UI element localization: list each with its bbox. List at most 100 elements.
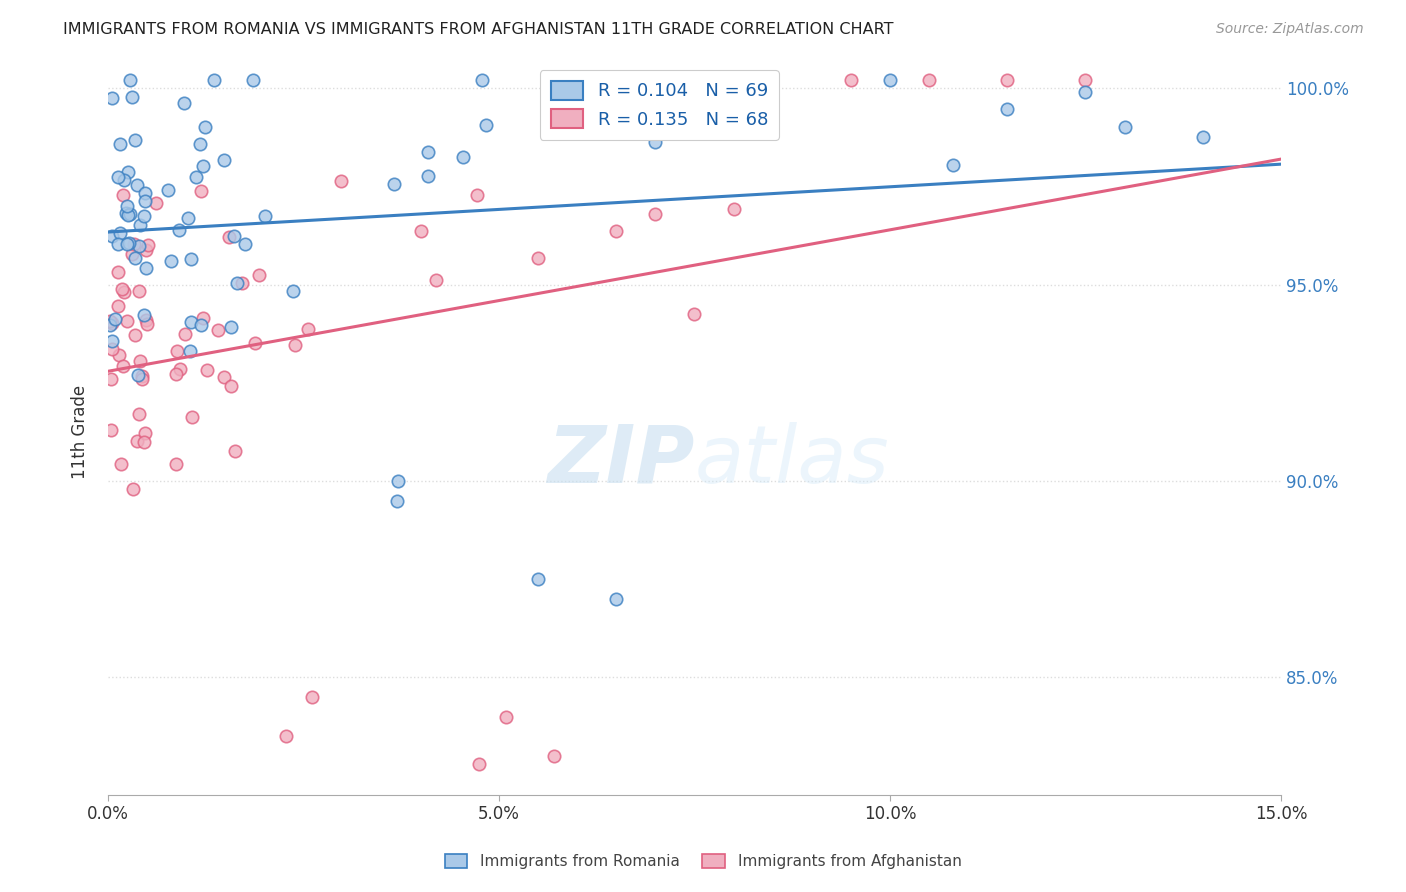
- Point: [468, 756, 491, 771]
- Point: [118, 207, 141, 221]
- Point: [122, 482, 145, 496]
- Point: [157, 183, 180, 197]
- Point: [127, 368, 149, 382]
- Point: [132, 308, 155, 322]
- Text: IMMIGRANTS FROM ROMANIA VS IMMIGRANTS FROM AFGHANISTAN 11TH GRADE CORRELATION CH: IMMIGRANTS FROM ROMANIA VS IMMIGRANTS FR…: [63, 22, 894, 37]
- Point: [644, 207, 666, 221]
- Point: [100, 317, 122, 331]
- Point: [134, 186, 156, 200]
- Point: [243, 335, 266, 350]
- Point: [165, 368, 187, 382]
- Point: [605, 591, 627, 606]
- Point: [128, 239, 150, 253]
- Point: [235, 236, 257, 251]
- Point: [1191, 130, 1213, 145]
- Point: [112, 172, 135, 186]
- Point: [125, 434, 148, 448]
- Point: [103, 312, 125, 326]
- Point: [134, 194, 156, 209]
- Point: [107, 299, 129, 313]
- Point: [218, 230, 240, 244]
- Point: [221, 319, 243, 334]
- Point: [191, 159, 214, 173]
- Point: [495, 709, 517, 723]
- Point: [112, 285, 135, 299]
- Point: [111, 359, 134, 373]
- Y-axis label: 11th Grade: 11th Grade: [72, 384, 89, 479]
- Point: [135, 260, 157, 275]
- Point: [219, 379, 242, 393]
- Point: [284, 338, 307, 352]
- Point: [839, 73, 862, 87]
- Point: [111, 188, 134, 202]
- Point: [107, 170, 129, 185]
- Point: [274, 729, 297, 743]
- Point: [188, 137, 211, 152]
- Point: [194, 120, 217, 135]
- Point: [387, 474, 409, 488]
- Legend: Immigrants from Romania, Immigrants from Afghanistan: Immigrants from Romania, Immigrants from…: [439, 848, 967, 875]
- Point: [122, 236, 145, 251]
- Point: [475, 118, 498, 132]
- Point: [195, 363, 218, 377]
- Point: [184, 170, 207, 185]
- Point: [242, 73, 264, 87]
- Point: [226, 277, 249, 291]
- Point: [160, 253, 183, 268]
- Point: [120, 73, 142, 87]
- Point: [1074, 85, 1097, 99]
- Point: [124, 132, 146, 146]
- Point: [941, 158, 963, 172]
- Point: [110, 282, 132, 296]
- Point: [115, 205, 138, 219]
- Point: [134, 426, 156, 441]
- Point: [180, 409, 202, 424]
- Point: [212, 370, 235, 384]
- Legend: R = 0.104   N = 69, R = 0.135   N = 68: R = 0.104 N = 69, R = 0.135 N = 68: [540, 70, 779, 140]
- Point: [108, 348, 131, 362]
- Point: [207, 323, 229, 337]
- Point: [297, 322, 319, 336]
- Point: [190, 318, 212, 332]
- Point: [605, 224, 627, 238]
- Point: [136, 317, 159, 331]
- Point: [115, 313, 138, 327]
- Point: [425, 273, 447, 287]
- Point: [110, 226, 132, 240]
- Point: [247, 268, 270, 283]
- Point: [169, 223, 191, 237]
- Point: [100, 372, 122, 386]
- Point: [101, 342, 124, 356]
- Point: [125, 178, 148, 192]
- Point: [451, 150, 474, 164]
- Point: [283, 285, 305, 299]
- Point: [101, 90, 124, 104]
- Point: [166, 344, 188, 359]
- Point: [995, 73, 1018, 87]
- Point: [124, 251, 146, 265]
- Point: [301, 690, 323, 704]
- Point: [107, 236, 129, 251]
- Point: [128, 218, 150, 232]
- Point: [145, 196, 167, 211]
- Point: [382, 177, 405, 191]
- Point: [1074, 73, 1097, 87]
- Point: [124, 327, 146, 342]
- Point: [527, 572, 550, 586]
- Point: [193, 311, 215, 326]
- Point: [131, 369, 153, 384]
- Point: [121, 90, 143, 104]
- Point: [108, 137, 131, 152]
- Point: [1114, 120, 1136, 135]
- Point: [117, 165, 139, 179]
- Point: [179, 344, 201, 359]
- Point: [644, 136, 666, 150]
- Point: [918, 73, 941, 87]
- Point: [121, 247, 143, 261]
- Point: [180, 315, 202, 329]
- Point: [169, 361, 191, 376]
- Point: [101, 334, 124, 348]
- Point: [100, 318, 122, 333]
- Point: [110, 457, 132, 471]
- Point: [190, 184, 212, 198]
